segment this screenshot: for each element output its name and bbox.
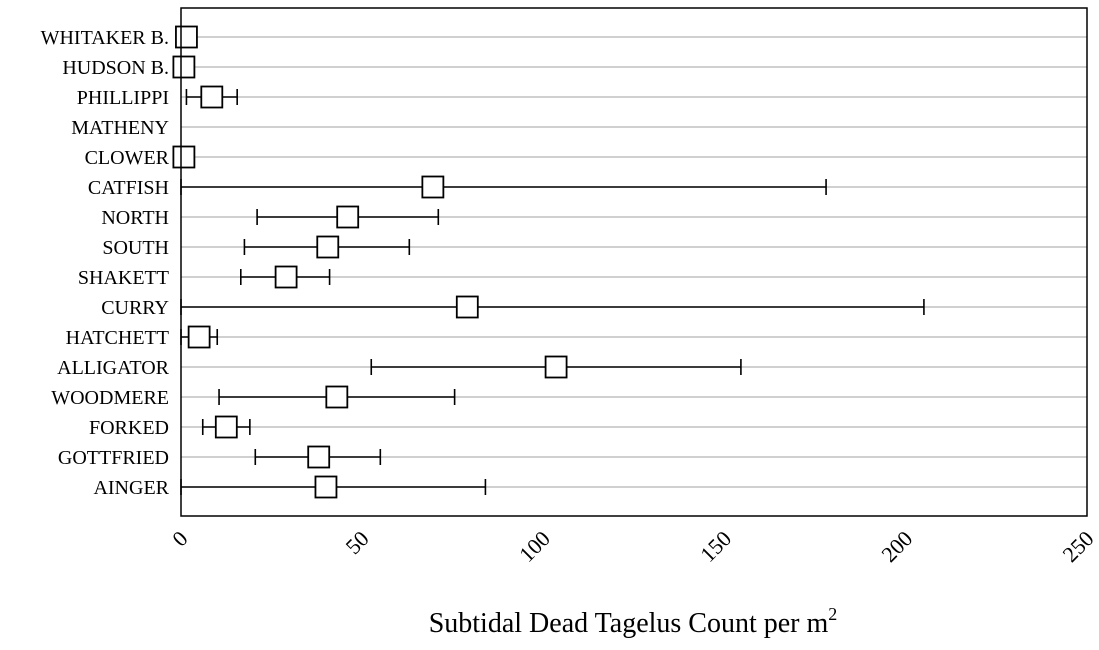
data-point-marker — [200, 85, 224, 109]
category-label: SHAKETT — [78, 267, 169, 289]
data-point-marker — [421, 175, 445, 199]
grid-lines — [181, 36, 1087, 488]
category-label: ALLIGATOR — [57, 357, 170, 379]
x-tick-label: 150 — [695, 526, 736, 567]
category-label: CLOWER — [85, 147, 170, 169]
data-point-marker — [455, 295, 479, 319]
x-tick-label: 200 — [876, 526, 917, 567]
data-point-marker — [336, 205, 360, 229]
data-point-marker — [314, 475, 338, 499]
data-point-marker — [316, 235, 340, 259]
category-label: FORKED — [89, 417, 169, 439]
category-label: PHILLIPPI — [77, 87, 169, 109]
category-label: WOODMERE — [51, 387, 169, 409]
x-tick-label: 0 — [167, 526, 192, 551]
data-point-marker — [187, 325, 211, 349]
category-label: GOTTFRIED — [58, 447, 169, 469]
x-tick-label: 250 — [1058, 526, 1099, 567]
x-axis-title-superscript: 2 — [828, 604, 837, 624]
data-point-marker — [214, 415, 238, 439]
data-point-marker — [172, 145, 196, 169]
data-point-marker — [274, 265, 298, 289]
data-points — [172, 25, 568, 499]
x-tick-label: 50 — [341, 526, 374, 559]
data-point-marker — [175, 25, 198, 49]
data-point-marker — [307, 445, 331, 469]
category-label: SOUTH — [102, 237, 169, 259]
category-label: HUDSON B. — [62, 57, 169, 79]
category-label: NORTH — [101, 207, 169, 229]
category-label: HATCHETT — [66, 327, 169, 349]
x-tick-labels: 0 50 100 150 200 250 — [167, 526, 1098, 567]
category-labels: WHITAKER B. HUDSON B. PHILLIPPI MATHENY CLOW… — [41, 27, 170, 499]
category-label: MATHENY — [71, 117, 169, 139]
category-label: CURRY — [101, 297, 169, 319]
category-label: CATFISH — [88, 177, 169, 199]
data-point-marker — [544, 355, 568, 379]
x-tick-label: 100 — [514, 526, 555, 567]
x-axis-title-text: Subtidal Dead Tagelus Count per m — [429, 608, 829, 639]
data-point-marker — [172, 55, 196, 79]
error-bars — [180, 89, 925, 495]
plot-frame — [180, 7, 1088, 517]
x-axis-title: Subtidal Dead Tagelus Count per m2 — [429, 604, 838, 639]
category-label: AINGER — [93, 477, 169, 499]
data-point-marker — [325, 385, 349, 409]
category-label: WHITAKER B. — [41, 27, 169, 49]
